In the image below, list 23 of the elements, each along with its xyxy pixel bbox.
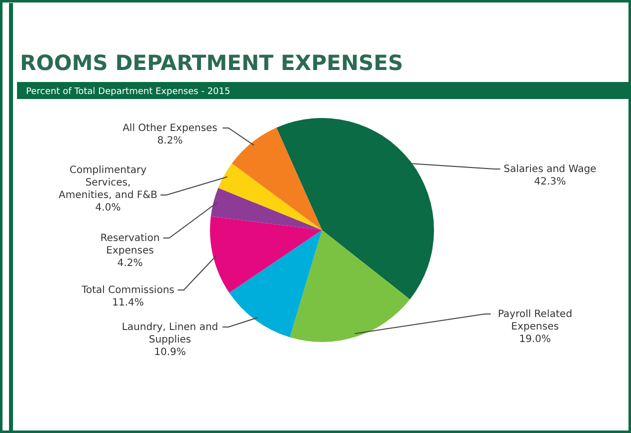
data-label: 19.0% xyxy=(519,334,551,345)
slice-label: Complimentary Services, Amenities, and F&B xyxy=(58,165,158,201)
slice-label: Reservation Expenses xyxy=(100,233,160,256)
data-label: 8.2% xyxy=(157,136,183,146)
slice-label: Total Commissions xyxy=(80,285,174,296)
pie-slice xyxy=(232,128,322,230)
pie-slice xyxy=(218,163,322,230)
slice-label: Salaries and Wage xyxy=(504,164,596,175)
slice-label: Laundry, Linen and Supplies xyxy=(122,322,218,346)
data-label: 42.3% xyxy=(534,176,566,188)
pie-slice xyxy=(229,230,322,338)
data-label: 10.9% xyxy=(154,347,186,358)
pie-slice xyxy=(210,188,322,230)
slice-label: All Other Expenses xyxy=(122,123,218,134)
pie-slice xyxy=(290,230,410,342)
data-label: 4.0% xyxy=(95,202,121,214)
chart-title: ROOMS DEPARTMENT EXPENSES xyxy=(20,51,404,75)
pie-slice xyxy=(210,216,322,293)
slice-label: Payroll Related Expenses xyxy=(498,309,572,332)
pie-slice xyxy=(276,118,434,300)
data-label: 4.2% xyxy=(117,258,143,269)
data-label: 11.4% xyxy=(112,298,144,308)
chart-subtitle: Percent of Total Department Expenses - 2015 xyxy=(26,87,230,97)
